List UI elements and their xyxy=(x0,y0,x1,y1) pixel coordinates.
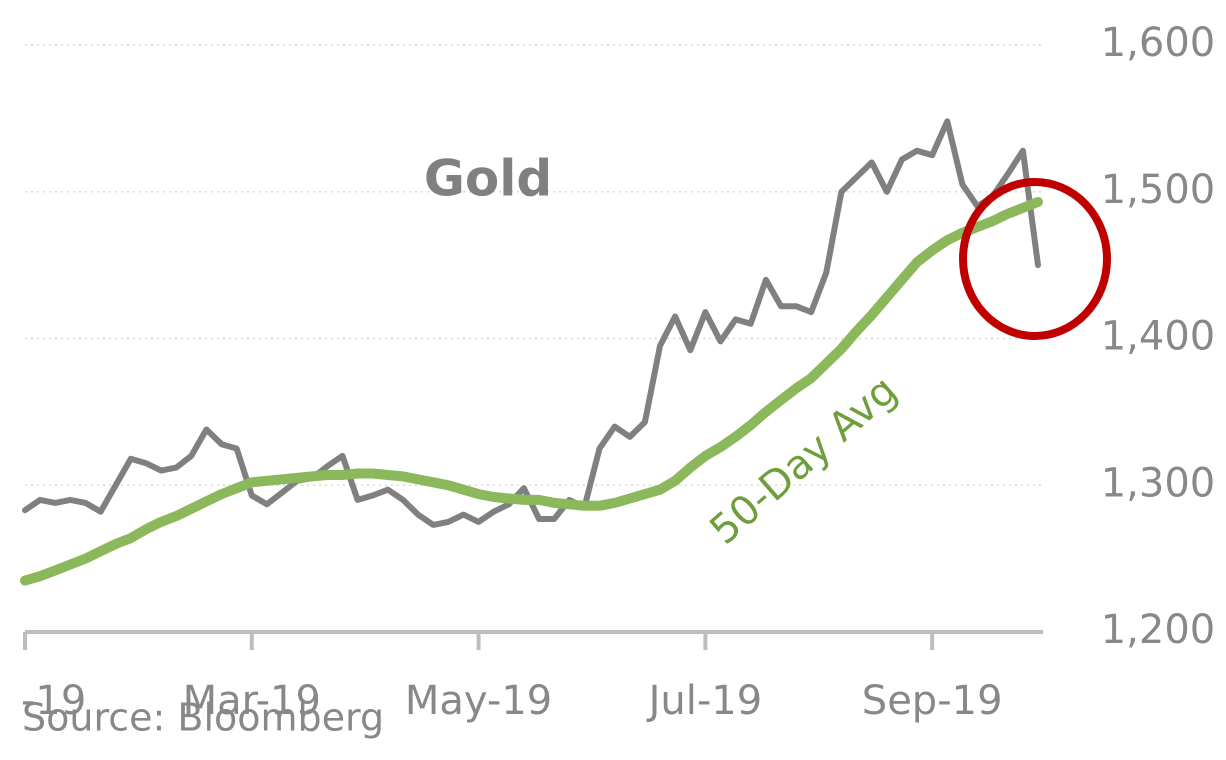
source-note: Source: Bloomberg xyxy=(22,696,384,740)
y-tick-label: 1,300 xyxy=(1101,460,1216,506)
y-tick-label: 1,400 xyxy=(1101,314,1216,360)
series-label: 50-Day Avg xyxy=(701,367,906,553)
y-tick-label: 1,600 xyxy=(1101,20,1216,66)
y-tick-label: 1,500 xyxy=(1101,167,1216,213)
x-tick-label: Mar-19 xyxy=(183,678,321,724)
series-line xyxy=(20,197,1043,586)
x-tick-label: Jul-19 xyxy=(646,678,763,724)
y-tick-label: 1,200 xyxy=(1101,607,1216,653)
x-tick-label: Sep-19 xyxy=(862,678,1003,724)
highlight-circle xyxy=(959,178,1111,340)
x-tick-label: May-19 xyxy=(405,678,552,724)
x-tick-label: -19 xyxy=(21,678,86,724)
series-label: Gold xyxy=(424,150,552,208)
